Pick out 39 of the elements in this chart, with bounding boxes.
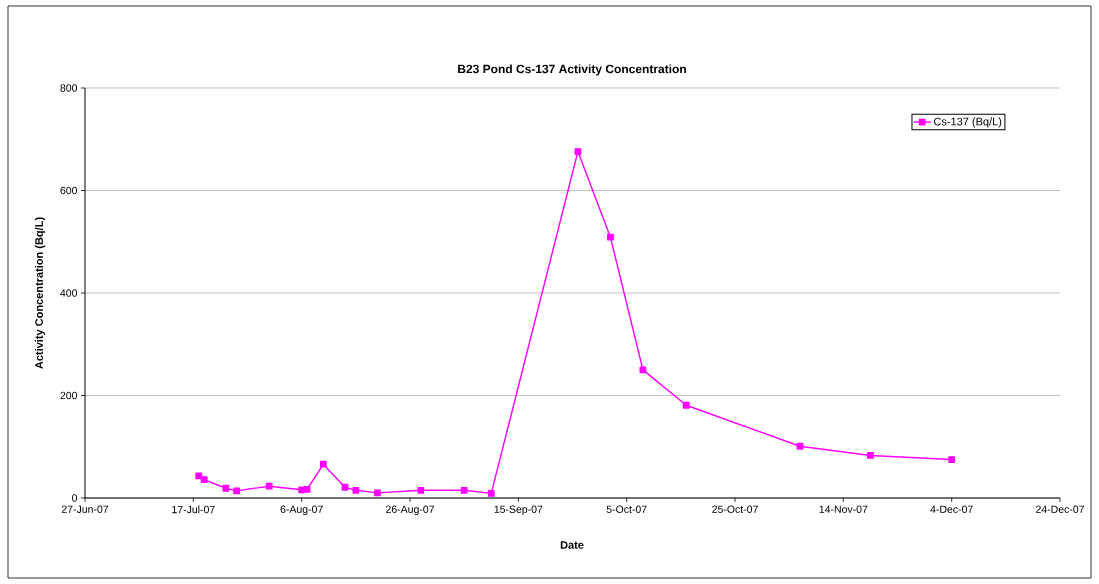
point [607,233,614,241]
x-tick-label: 25-Oct-07 [712,505,758,513]
point [682,401,690,409]
y-tick-label: 200 [60,391,78,400]
x-tick-label: 24-Dec-07 [1036,505,1084,513]
x-tick-label: 26-Aug-07 [386,505,434,516]
point [796,442,804,450]
y-axis-title: Activity Concentration (Bq/L) [34,217,46,369]
point [319,460,327,468]
point [487,489,495,497]
point [200,476,208,483]
x-tick-label: 14-Nov-07 [819,505,868,513]
y-tick-label: 800 [60,84,78,92]
point [417,486,425,494]
point [352,486,360,494]
point [948,456,956,463]
y-tick-label: 600 [60,186,78,195]
point [303,485,311,493]
y-tick-label: 400 [60,289,78,297]
point [867,452,874,459]
legend-label: Cs-137 (Bq/L) [934,117,1002,128]
chart-title: B23 Pond Cs-137 Activity Concentration [458,64,686,76]
point [574,148,582,155]
x-tick-label: 17-Jul-07 [172,505,215,514]
x-tick-label: 4-Dec-07 [930,505,973,513]
x-tick-label: 15-Sep-07 [494,505,543,516]
point [298,486,306,494]
point [265,482,273,490]
x-tick-label: 5-Oct-07 [606,505,647,513]
point [222,484,230,492]
point [374,489,381,497]
point [460,486,468,494]
x-tick-label: 27-Jun-07 [61,505,109,513]
point [233,487,241,495]
x-tick-label: 6-Aug-07 [280,505,323,516]
point [341,483,349,491]
x-axis-title: Date [560,541,584,549]
y-tick-label: 0 [72,494,78,502]
point [639,366,647,374]
